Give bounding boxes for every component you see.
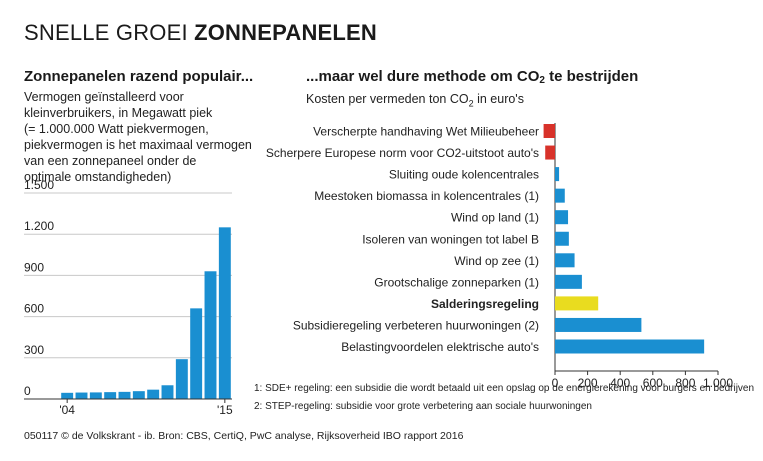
left-x-tick-label: '04: [59, 403, 75, 417]
right-bar: [543, 124, 555, 138]
right-category-label: Isoleren van woningen tot label B: [362, 232, 539, 246]
left-bar: [132, 391, 145, 399]
right-category-label: Meestoken biomassa in kolencentrales (1): [314, 189, 539, 203]
right-category-label: Scherpere Europese norm voor CO2-uitstoo…: [266, 146, 539, 160]
left-bar: [218, 227, 231, 399]
subtitle-end: in euro's: [473, 92, 524, 106]
right-category-label: Grootschalige zonneparken (1): [374, 275, 539, 289]
right-category-label: Sluiting oude kolencentrales: [389, 168, 539, 182]
right-category-label: Wind op land (1): [451, 211, 539, 225]
right-chart-subtitle: Kosten per vermeden ton CO2 in euro's: [306, 91, 524, 112]
right-bar: [555, 339, 705, 354]
heading-sub: 2: [539, 75, 545, 86]
left-bar: [175, 359, 188, 399]
left-x-tick-label: '15: [217, 403, 233, 417]
left-y-tick-label: 0: [24, 384, 31, 398]
right-category-label: Wind op zee (1): [454, 254, 539, 268]
right-chart-heading: ...maar wel dure methode om CO2 te bestr…: [306, 68, 638, 86]
right-x-tick-label: 200: [578, 376, 598, 390]
left-y-tick-label: 1.500: [24, 178, 54, 192]
left-y-tick-label: 1.200: [24, 219, 54, 233]
description-line: van een zonnepaneel onder de: [24, 154, 197, 168]
left-y-tick-label: 300: [24, 343, 44, 357]
right-bar: [545, 145, 555, 160]
left-bar: [75, 392, 88, 399]
title-bold: ZONNEPANELEN: [194, 20, 377, 45]
subtitle-main: Kosten per vermeden ton CO: [306, 92, 469, 106]
right-bar: [555, 317, 642, 332]
subtitle-sub: 2: [468, 98, 474, 109]
right-x-tick-label: 1.000: [703, 376, 733, 390]
left-bar: [204, 271, 217, 399]
left-bar: [61, 392, 74, 399]
right-x-tick-label: 800: [675, 376, 695, 390]
right-category-label: Belastingvoordelen elektrische auto's: [341, 340, 539, 354]
left-bar: [161, 385, 174, 399]
heading-end: te bestrijden: [544, 68, 639, 85]
right-bar: [555, 167, 560, 182]
right-bar: [555, 231, 569, 246]
right-x-tick-label: 0: [552, 376, 559, 390]
right-category-label: Subsidieregeling verbeteren huurwoningen…: [293, 318, 539, 332]
title-light: SNELLE GROEI: [24, 20, 188, 45]
left-y-tick-label: 600: [24, 302, 44, 316]
footnote-1: 1: SDE+ regeling: een subsidie die wordt…: [254, 383, 755, 394]
left-chart-description: Vermogen geïnstalleerd voor kleinverbrui…: [24, 89, 252, 185]
right-bar: [555, 188, 565, 203]
footnote-2: 2: STEP-regeling: subsidie voor grote ve…: [254, 401, 592, 412]
left-bar: [190, 308, 203, 399]
left-bar: [89, 392, 102, 399]
description-line: piekvermogen is het maximaal vermogen: [24, 138, 252, 152]
right-bar: [555, 210, 569, 225]
left-bar: [104, 392, 117, 399]
right-category-label: Salderingsregeling: [431, 297, 539, 311]
description-line: Vermogen geïnstalleerd voor: [24, 90, 184, 104]
description-line: optimale omstandigheden): [24, 170, 172, 184]
description-line: (= 1.000.000 Watt piekvermogen,: [24, 122, 209, 136]
right-x-tick-label: 600: [643, 376, 663, 390]
left-bar: [147, 389, 160, 399]
right-x-tick-label: 400: [610, 376, 630, 390]
right-bar: [555, 296, 599, 311]
page-title: SNELLE GROEI ZONNEPANELEN: [24, 20, 377, 46]
left-bar: [118, 391, 131, 399]
left-y-tick-label: 900: [24, 260, 44, 274]
source-credit: 050117 © de Volkskrant - ib. Bron: CBS, …: [24, 430, 464, 442]
right-bar: [555, 253, 575, 268]
heading-main: ...maar wel dure methode om CO: [306, 68, 540, 85]
right-category-label: Verscherpte handhaving Wet Milieubeheer: [313, 125, 539, 139]
right-bar: [555, 274, 582, 289]
description-line: kleinverbruikers, in Megawatt piek: [24, 106, 213, 120]
left-chart-heading: Zonnepanelen razend populair...: [24, 68, 254, 85]
